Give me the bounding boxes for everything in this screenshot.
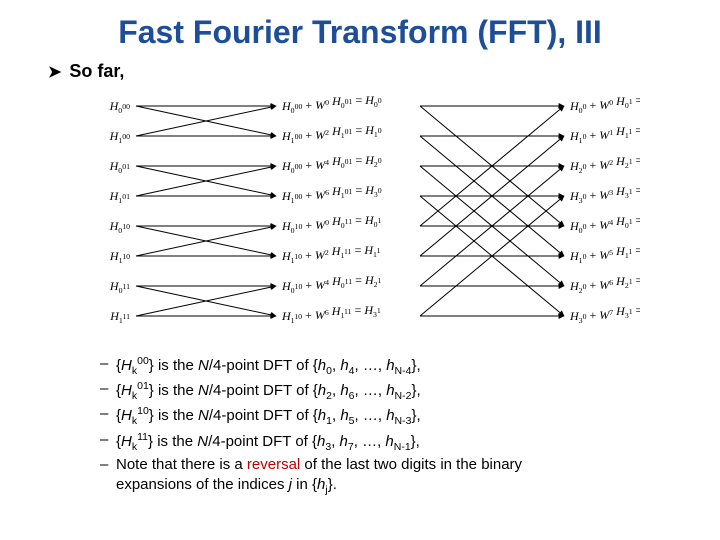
svg-text:H111: H111 bbox=[109, 309, 130, 325]
sub-bullets: –{Hk00} is the N/4-point DFT of {h0, h4,… bbox=[100, 354, 680, 497]
svg-text:H010 + W0 H011 = H01: H010 + W0 H011 = H01 bbox=[281, 213, 382, 235]
svg-text:H00 + W0 H01 = H0: H00 + W0 H01 = H0 bbox=[569, 93, 640, 115]
svg-text:H30 + W3 H31 = H3: H30 + W3 H31 = H3 bbox=[569, 183, 640, 205]
svg-text:H110: H110 bbox=[109, 249, 130, 265]
svg-text:H20 + W6 H21 = H6: H20 + W6 H21 = H6 bbox=[569, 273, 640, 295]
svg-text:H10 + W5 H11 = H5: H10 + W5 H11 = H5 bbox=[569, 243, 640, 265]
svg-text:H000 + W0 H001 = H00: H000 + W0 H001 = H00 bbox=[281, 93, 382, 115]
svg-text:H110 + W6 H111 = H31: H110 + W6 H111 = H31 bbox=[281, 303, 381, 325]
svg-text:H100: H100 bbox=[109, 129, 130, 145]
lead-bullet: ➤ So far, bbox=[48, 61, 680, 82]
sub-bullet-line: –{Hk01} is the N/4-point DFT of {h2, h6,… bbox=[100, 379, 680, 403]
svg-text:H20 + W2 H21 = H2: H20 + W2 H21 = H2 bbox=[569, 153, 640, 175]
svg-text:H000 + W4 H001 = H20: H000 + W4 H001 = H20 bbox=[281, 153, 382, 175]
butterfly-diagram: H000 H100 H001 H101 H010 H110 H011 H111 H000 + W… bbox=[80, 88, 640, 348]
svg-text:H101: H101 bbox=[109, 189, 130, 205]
sub-bullet-line: –{Hk10} is the N/4-point DFT of {h1, h5,… bbox=[100, 404, 680, 428]
slide: Fast Fourier Transform (FFT), III ➤ So f… bbox=[0, 0, 720, 540]
svg-text:H001: H001 bbox=[109, 159, 130, 175]
svg-text:H100 + W6 H101 = H30: H100 + W6 H101 = H30 bbox=[281, 183, 382, 205]
page-title: Fast Fourier Transform (FFT), III bbox=[40, 14, 680, 51]
svg-text:H100 + W2 H101 = H10: H100 + W2 H101 = H10 bbox=[281, 123, 382, 145]
arrow-bullet-icon: ➤ bbox=[48, 62, 61, 82]
svg-text:H110 + W2 H111 = H11: H110 + W2 H111 = H11 bbox=[281, 243, 381, 265]
sub-bullet-line: –{Hk00} is the N/4-point DFT of {h0, h4,… bbox=[100, 354, 680, 378]
lead-bullet-text: So far, bbox=[69, 61, 124, 82]
svg-text:H30 + W7 H31 = H7: H30 + W7 H31 = H7 bbox=[569, 303, 640, 325]
svg-text:H000: H000 bbox=[109, 99, 130, 115]
svg-text:H00 + W4 H01 = H4: H00 + W4 H01 = H4 bbox=[569, 213, 640, 235]
svg-text:H010: H010 bbox=[109, 219, 130, 235]
svg-text:H010 + W4 H011 = H21: H010 + W4 H011 = H21 bbox=[281, 273, 382, 295]
svg-text:H10 + W1 H11 = H1: H10 + W1 H11 = H1 bbox=[569, 123, 640, 145]
svg-text:H011: H011 bbox=[109, 279, 130, 295]
sub-bullet-line: –{Hk11} is the N/4-point DFT of {h3, h7,… bbox=[100, 430, 680, 454]
note-line: –Note that there is a reversal of the la… bbox=[100, 455, 680, 497]
